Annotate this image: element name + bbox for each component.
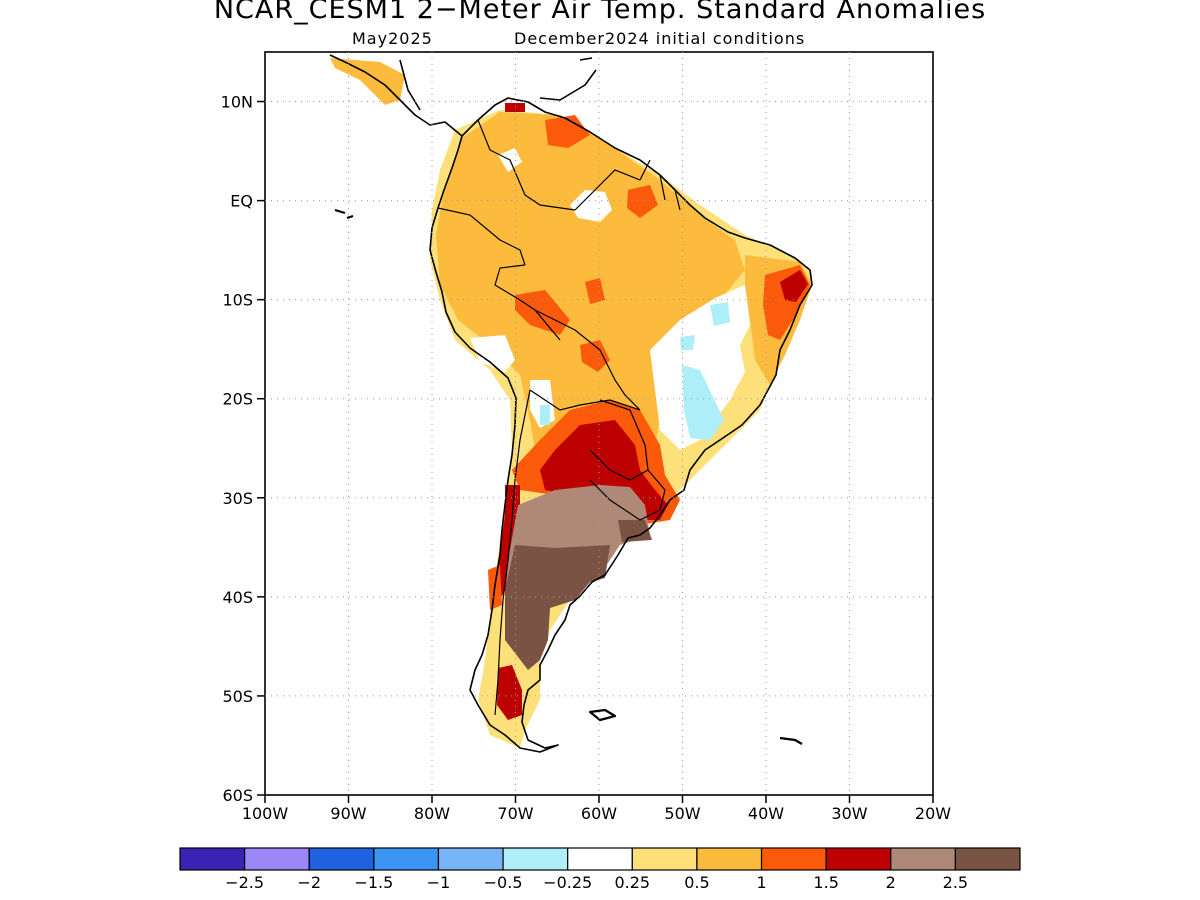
legend-label: −1 — [427, 873, 451, 892]
legend-swatch — [308, 847, 375, 871]
legend-label: −0.25 — [543, 873, 592, 892]
shading-negative-025-c — [680, 335, 695, 350]
legend-label: −1.5 — [354, 873, 393, 892]
shading-negative-025-d — [540, 405, 550, 425]
coastline-central-america — [329, 54, 463, 137]
map-title: NCAR_CESM1 2−Meter Air Temp. Standard An… — [213, 0, 987, 25]
shading-central-america — [330, 58, 405, 105]
border-argentina-brazil-uruguay — [589, 469, 666, 521]
shading-negative-025-a — [682, 365, 724, 440]
border-bolivia — [529, 309, 641, 411]
legend-swatch — [825, 847, 892, 871]
lat-tick-label: 50S — [222, 687, 253, 706]
legend-label: −2 — [297, 873, 321, 892]
coastline-falklands — [588, 708, 617, 722]
lat-tick-label: 10S — [222, 291, 253, 310]
lon-tick-label: 50W — [664, 804, 700, 823]
legend-swatch — [244, 847, 310, 871]
coastlines — [329, 54, 813, 753]
lat-tick-label: 20S — [222, 390, 253, 409]
shading-argentina-25 — [505, 545, 610, 670]
lon-tick-label: 70W — [497, 804, 533, 823]
lat-tick-label: EQ — [230, 192, 253, 211]
legend-label: 0.25 — [614, 873, 650, 892]
shading-bolivia-orange — [580, 340, 610, 372]
shading-neutral-brazil — [650, 285, 750, 450]
lat-tick-label: 10N — [221, 93, 253, 112]
shading-amazon-orange — [585, 278, 605, 304]
color-legend: −2.5 −2 −1.5 −1 −0.5 −0.25 0.25 0.5 1 1.5 2 2.5 — [179, 847, 1021, 892]
coastline-caribbean — [539, 57, 597, 101]
lon-tick-label: 40W — [748, 804, 784, 823]
forecast-month: May2025 — [352, 29, 433, 48]
lon-tick-label: 20W — [915, 804, 951, 823]
shading-positive-05 — [436, 112, 745, 500]
shading-neutral-andes — [470, 335, 515, 372]
shading-ne-coast-red — [780, 270, 808, 302]
shading-venezuela-orange — [545, 115, 590, 148]
legend-swatch — [373, 847, 440, 871]
longitude-axis: 100W 90W 80W 70W 60W 50W 40W 30W 20W — [242, 795, 951, 823]
legend-label: 2 — [886, 873, 896, 892]
border-peru-brazil — [494, 264, 561, 341]
legend-swatch — [954, 847, 1021, 871]
legend-label: 0.5 — [684, 873, 709, 892]
legend-swatch — [696, 847, 763, 871]
shading-neutral-north — [570, 190, 612, 222]
legend-label: 2.5 — [943, 873, 968, 892]
border-venezuela-brazil — [574, 169, 641, 211]
lon-tick-label: 90W — [330, 804, 366, 823]
legend-swatch — [502, 847, 569, 871]
border-guianas — [639, 159, 681, 211]
border-colombia-venezuela — [477, 119, 576, 211]
legend-label: 1.5 — [813, 873, 838, 892]
lat-tick-label: 60S — [222, 786, 253, 805]
legend-label: −0.5 — [484, 873, 523, 892]
latitude-axis: 10N EQ 10S 20S 30S 40S 50S 60S — [221, 93, 265, 805]
legend-swatch — [631, 847, 698, 871]
coastline-galapagos — [334, 208, 354, 220]
legend-label: 1 — [756, 873, 766, 892]
lon-tick-label: 80W — [414, 804, 450, 823]
border-chile-argentina — [494, 389, 531, 716]
legend-swatch — [567, 847, 633, 871]
shading-peru-orange — [515, 290, 570, 335]
shading-guiana-orange — [627, 185, 658, 218]
lon-tick-label: 60W — [581, 804, 617, 823]
country-borders — [437, 119, 681, 716]
lat-tick-label: 40S — [222, 588, 253, 607]
coastline-south-america — [429, 97, 813, 753]
shading-venezuela-red — [505, 103, 525, 112]
legend-label: −2.5 — [225, 873, 264, 892]
coastline-south-georgia — [779, 736, 803, 745]
legend-swatch — [890, 847, 956, 871]
initial-conditions: December2024 initial conditions — [514, 29, 806, 48]
shading-uruguay-25 — [618, 520, 652, 542]
lat-tick-label: 30S — [222, 489, 253, 508]
lon-tick-label: 30W — [831, 804, 867, 823]
shading-negative-025-b — [710, 302, 730, 326]
border-colombia-ecuador-peru — [437, 207, 526, 266]
legend-swatch — [437, 847, 504, 871]
legend-swatch — [760, 847, 827, 871]
legend-swatch — [179, 847, 246, 871]
anomaly-field — [330, 58, 812, 748]
lon-tick-label: 100W — [242, 804, 289, 823]
